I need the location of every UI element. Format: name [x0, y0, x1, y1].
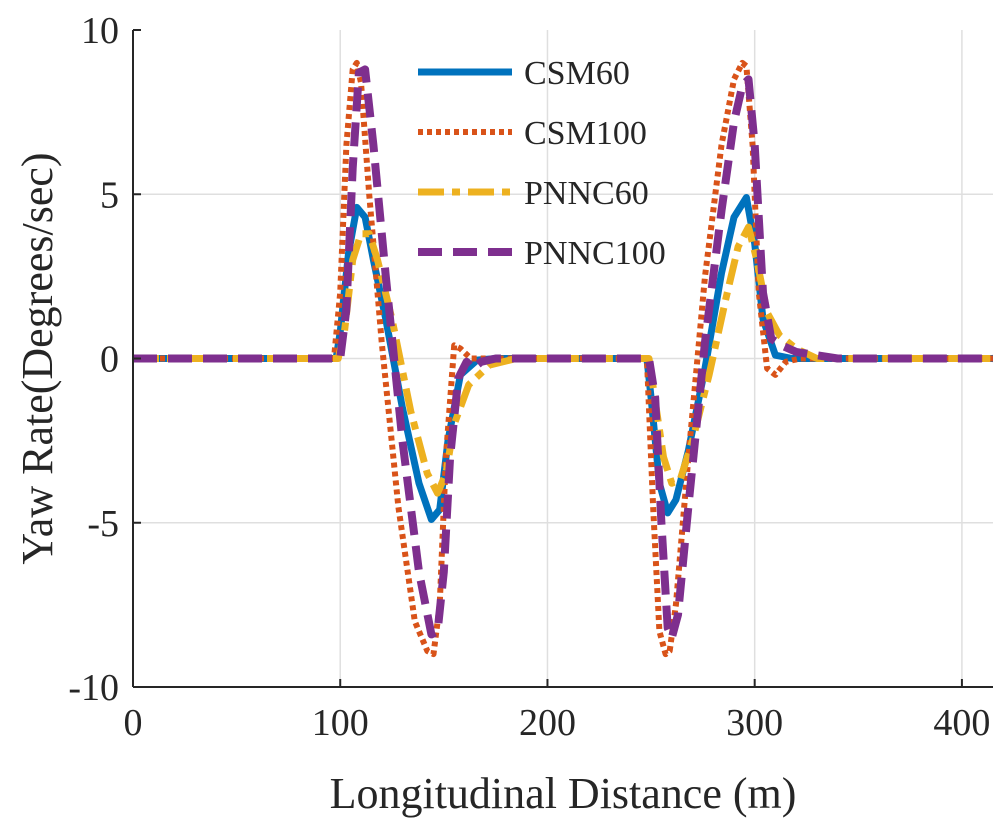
legend-label-csm60: CSM60	[524, 55, 630, 92]
series-line-pnnc100	[133, 65, 993, 642]
ticks: 0 100 200 300 400 -10 -5 0 5 10	[68, 10, 990, 744]
x-tick-label-200: 200	[519, 702, 576, 744]
y-tick-label--10: -10	[68, 667, 119, 709]
y-tick-label-0: 0	[100, 339, 119, 381]
x-tick-label-300: 300	[726, 702, 783, 744]
x-axis-label: Longitudinal Distance (m)	[330, 769, 797, 818]
legend-label-pnnc60: PNNC60	[524, 175, 649, 212]
x-tick-label-0: 0	[124, 702, 143, 744]
x-tick-label-100: 100	[312, 702, 369, 744]
legend: CSM60 CSM100 PNNC60 PNNC100	[418, 55, 666, 272]
legend-label-csm100: CSM100	[524, 115, 647, 152]
x-tick-label-400: 400	[933, 702, 990, 744]
y-tick-label-5: 5	[100, 174, 119, 216]
y-axis-label: Yaw Rate(Degrees/sec)	[13, 152, 62, 564]
legend-label-pnnc100: PNNC100	[524, 235, 666, 272]
y-tick-label-10: 10	[81, 10, 119, 52]
y-tick-label--5: -5	[87, 503, 119, 545]
series-group	[133, 59, 993, 658]
